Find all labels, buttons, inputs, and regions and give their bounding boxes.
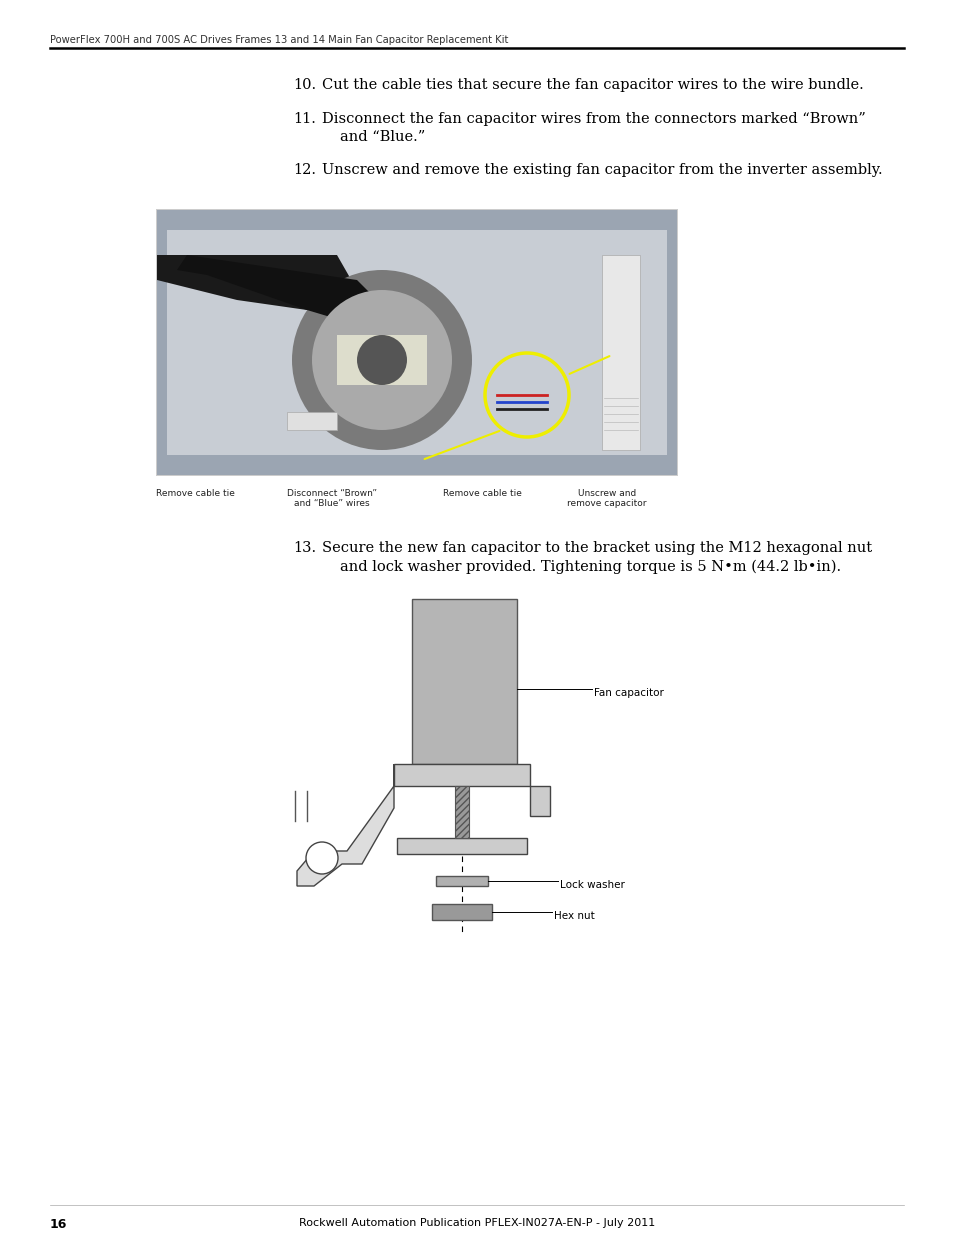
Bar xyxy=(436,876,488,885)
Text: 10.: 10. xyxy=(293,78,315,91)
Bar xyxy=(167,230,666,454)
Text: Disconnect the fan capacitor wires from the connectors marked “Brown”: Disconnect the fan capacitor wires from … xyxy=(322,112,864,126)
Text: 11.: 11. xyxy=(293,112,315,126)
Text: Cut the cable ties that secure the fan capacitor wires to the wire bundle.: Cut the cable ties that secure the fan c… xyxy=(322,78,862,91)
Text: Lock washer: Lock washer xyxy=(559,881,624,890)
Text: Remove cable tie: Remove cable tie xyxy=(442,489,521,498)
Bar xyxy=(156,209,678,475)
Polygon shape xyxy=(296,764,394,885)
Text: Disconnect “Brown”
and “Blue” wires: Disconnect “Brown” and “Blue” wires xyxy=(287,489,376,509)
Polygon shape xyxy=(157,254,356,310)
Bar xyxy=(601,254,639,450)
Text: 12.: 12. xyxy=(293,163,315,177)
Circle shape xyxy=(306,842,337,874)
Text: and lock washer provided. Tightening torque is 5 N•m (44.2 lb•in).: and lock washer provided. Tightening tor… xyxy=(339,559,841,574)
Circle shape xyxy=(312,290,452,430)
Polygon shape xyxy=(177,254,387,325)
Bar xyxy=(432,904,492,920)
Text: Fan capacitor: Fan capacitor xyxy=(594,688,663,698)
Bar xyxy=(396,839,526,853)
Text: Unscrew and
remove capacitor: Unscrew and remove capacitor xyxy=(567,489,646,509)
Circle shape xyxy=(356,335,407,385)
Bar xyxy=(412,599,517,764)
Bar xyxy=(336,335,427,385)
Bar xyxy=(530,785,550,816)
Bar xyxy=(287,412,336,430)
Text: 16: 16 xyxy=(50,1218,68,1231)
Text: Remove cable tie: Remove cable tie xyxy=(155,489,234,498)
Text: Rockwell Automation Publication PFLEX-IN027A-EN-P - July 2011: Rockwell Automation Publication PFLEX-IN… xyxy=(298,1218,655,1228)
Circle shape xyxy=(292,270,472,450)
Bar xyxy=(157,210,677,475)
Text: 13.: 13. xyxy=(293,541,315,555)
Text: PowerFlex 700H and 700S AC Drives Frames 13 and 14 Main Fan Capacitor Replacemen: PowerFlex 700H and 700S AC Drives Frames… xyxy=(50,35,508,44)
Text: and “Blue.”: and “Blue.” xyxy=(339,130,425,144)
Bar xyxy=(394,764,530,785)
Text: Hex nut: Hex nut xyxy=(554,911,594,921)
Bar xyxy=(455,785,469,839)
Text: Unscrew and remove the existing fan capacitor from the inverter assembly.: Unscrew and remove the existing fan capa… xyxy=(322,163,882,177)
Text: Secure the new fan capacitor to the bracket using the M12 hexagonal nut: Secure the new fan capacitor to the brac… xyxy=(322,541,871,555)
